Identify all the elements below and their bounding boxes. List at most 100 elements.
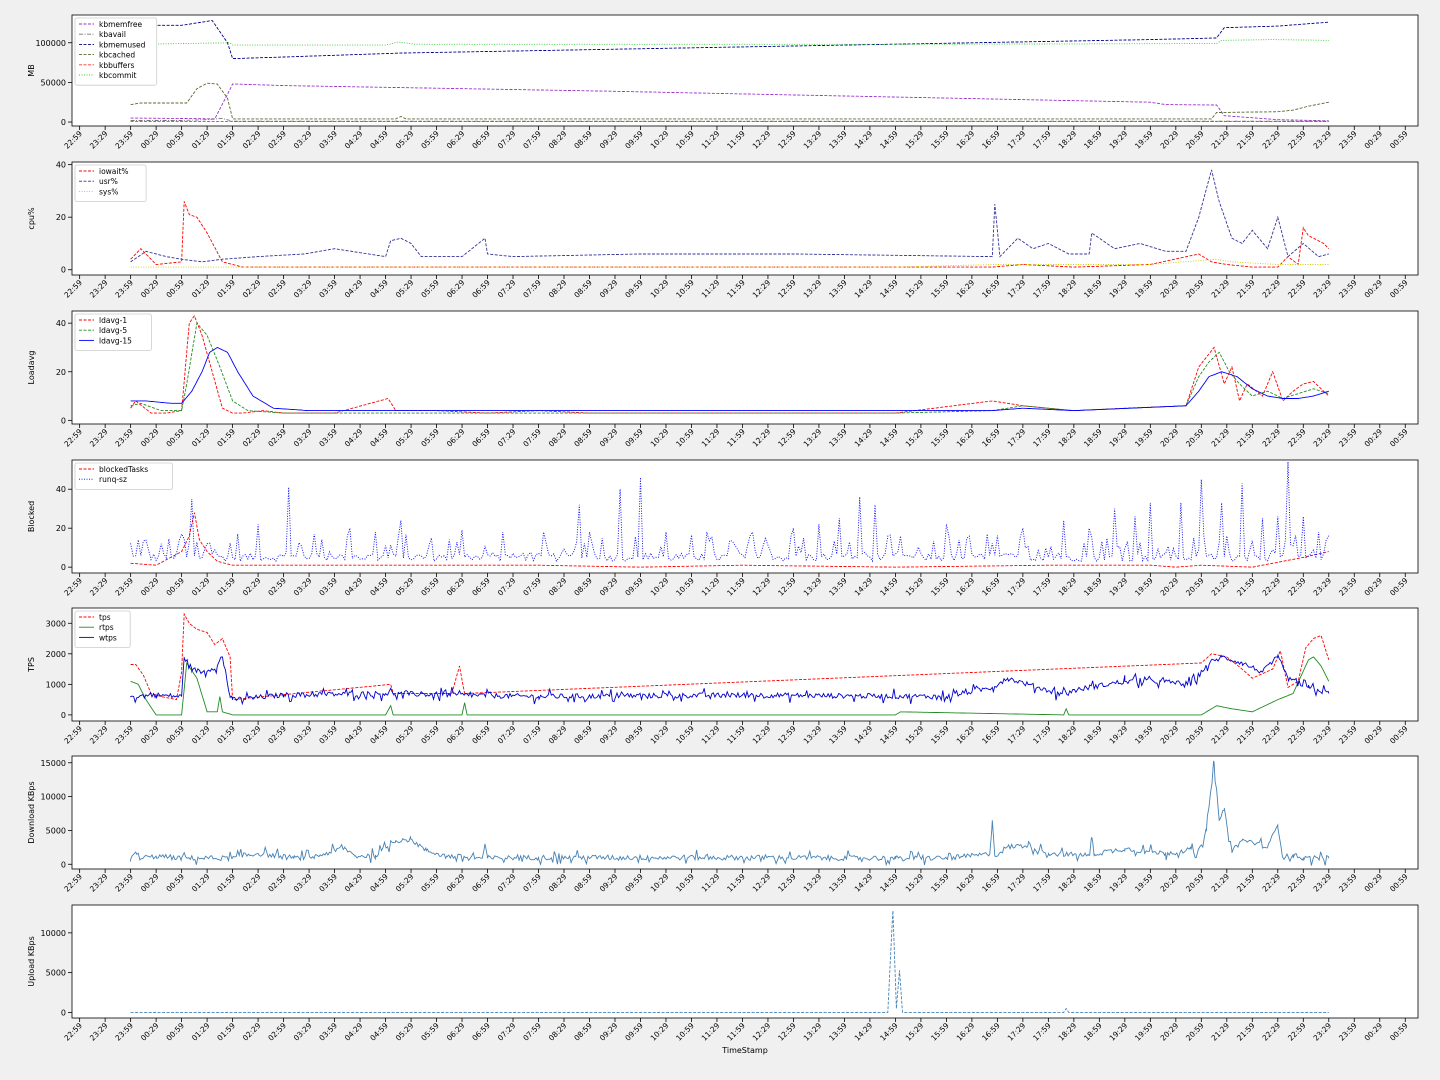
x-tick-label: 20:59 xyxy=(1184,872,1206,894)
x-tick-label: 17:29 xyxy=(1006,427,1028,449)
x-tick-label: 13:59 xyxy=(827,427,849,449)
x-tick-label: 05:59 xyxy=(419,278,441,300)
legend: iowait%usr%sys% xyxy=(74,164,147,202)
x-tick-label: 09:29 xyxy=(598,1021,620,1043)
x-tick-label: 17:29 xyxy=(1006,1021,1028,1043)
x-tick-label: 23:59 xyxy=(113,427,135,449)
x-tick-label: 00:59 xyxy=(164,427,186,449)
x-tick-label: 16:59 xyxy=(980,1021,1002,1043)
x-tick-label: 21:29 xyxy=(1210,1021,1232,1043)
x-tick-label: 11:29 xyxy=(700,724,722,746)
x-tick-label: 09:59 xyxy=(623,278,645,300)
x-tick-label: 11:29 xyxy=(700,278,722,300)
x-tick-label: 23:29 xyxy=(88,278,110,300)
x-tick-label: 07:29 xyxy=(496,724,518,746)
x-tick-label: 07:59 xyxy=(521,872,543,894)
x-tick-label: 04:59 xyxy=(368,1021,390,1043)
x-tick-label: 23:29 xyxy=(1312,1021,1334,1043)
x-tick-label: 11:59 xyxy=(725,576,747,598)
y-axis-label: Download KBps xyxy=(27,781,36,843)
x-tick-label: 12:29 xyxy=(751,576,773,598)
x-tick-label: 17:29 xyxy=(1006,278,1028,300)
x-tick-label: 05:29 xyxy=(394,576,416,598)
x-tick-label: 23:29 xyxy=(1312,278,1334,300)
x-tick-label: 03:29 xyxy=(292,278,314,300)
x-tick-label: 15:29 xyxy=(904,427,926,449)
x-tick-label: 19:59 xyxy=(1133,724,1155,746)
x-tick-label: 17:59 xyxy=(1031,427,1053,449)
x-tick-label: 01:29 xyxy=(190,129,212,151)
x-tick-label: 12:59 xyxy=(776,1021,798,1043)
x-tick-label: 11:29 xyxy=(700,1021,722,1043)
x-tick-label: 07:29 xyxy=(496,872,518,894)
x-tick-label: 16:59 xyxy=(980,278,1002,300)
series-line-kbcommit xyxy=(130,39,1329,46)
plot-area xyxy=(72,608,1418,721)
x-tick-label: 00:29 xyxy=(139,427,161,449)
legend-label: kbavail xyxy=(99,30,126,39)
x-tick-label: 21:59 xyxy=(1235,872,1257,894)
y-tick-label: 40 xyxy=(56,485,66,494)
x-tick-label: 03:59 xyxy=(317,1021,339,1043)
x-tick-label: 20:29 xyxy=(1159,1021,1181,1043)
x-tick-label: 06:59 xyxy=(470,576,492,598)
x-tick-label: 10:29 xyxy=(649,278,671,300)
x-tick-label: 18:59 xyxy=(1082,129,1104,151)
x-tick-label: 20:59 xyxy=(1184,576,1206,598)
x-tick-label: 09:29 xyxy=(598,129,620,151)
x-tick-label: 03:59 xyxy=(317,872,339,894)
legend-label: usr% xyxy=(99,177,118,186)
x-tick-label: 01:59 xyxy=(215,427,237,449)
x-tick-label: 16:29 xyxy=(955,576,977,598)
x-tick-label: 08:29 xyxy=(547,278,569,300)
y-tick-label: 0 xyxy=(61,860,66,869)
x-tick-label: 00:59 xyxy=(164,724,186,746)
x-tick-label: 08:59 xyxy=(572,872,594,894)
x-tick-label: 19:59 xyxy=(1133,427,1155,449)
x-tick-label: 15:59 xyxy=(929,1021,951,1043)
legend-box xyxy=(74,313,152,351)
x-tick-label: 13:59 xyxy=(827,576,849,598)
x-tick-label: 18:29 xyxy=(1057,278,1079,300)
x-tick-label: 00:29 xyxy=(139,278,161,300)
x-tick-label: 20:59 xyxy=(1184,1021,1206,1043)
x-tick-label: 03:59 xyxy=(317,427,339,449)
series-line-series-1 xyxy=(130,760,1330,867)
x-tick-label: 02:29 xyxy=(241,278,263,300)
x-tick-label: 00:29 xyxy=(139,129,161,151)
plot-frame xyxy=(71,310,1419,425)
legend-label: rtps xyxy=(99,623,114,632)
x-tick-label: 08:29 xyxy=(547,724,569,746)
x-tick-label: 15:59 xyxy=(929,427,951,449)
x-tick-label: 21:59 xyxy=(1235,724,1257,746)
y-tick-label: 20 xyxy=(56,213,66,222)
x-tick-label: 23:59 xyxy=(1337,1021,1359,1043)
x-tick-label: 00:59 xyxy=(1388,427,1410,449)
x-tick-label: 07:29 xyxy=(496,1021,518,1043)
x-tick-label: 18:29 xyxy=(1057,1021,1079,1043)
x-tick-label: 21:59 xyxy=(1235,278,1257,300)
x-tick-label: 17:59 xyxy=(1031,1021,1053,1043)
x-tick-label: 10:59 xyxy=(674,724,696,746)
plot-area xyxy=(72,15,1418,126)
x-tick-label: 05:29 xyxy=(394,427,416,449)
x-tick-label: 22:59 xyxy=(62,872,84,894)
x-tick-label: 10:29 xyxy=(649,576,671,598)
x-tick-label: 11:29 xyxy=(700,576,722,598)
legend-label: kbcommit xyxy=(99,71,137,80)
x-tick-label: 15:59 xyxy=(929,872,951,894)
series-line-kbmemused xyxy=(130,20,1329,60)
x-tick-label: 14:59 xyxy=(878,872,900,894)
plot-area xyxy=(72,756,1418,869)
x-tick-label: 08:59 xyxy=(572,129,594,151)
x-tick-label: 20:29 xyxy=(1159,129,1181,151)
series-line-ldavg-15 xyxy=(130,346,1329,412)
x-tick-label: 07:29 xyxy=(496,576,518,598)
x-tick-label: 17:29 xyxy=(1006,872,1028,894)
x-tick-label: 12:59 xyxy=(776,278,798,300)
y-axis-label: MB xyxy=(27,64,36,76)
x-tick-label: 18:29 xyxy=(1057,427,1079,449)
